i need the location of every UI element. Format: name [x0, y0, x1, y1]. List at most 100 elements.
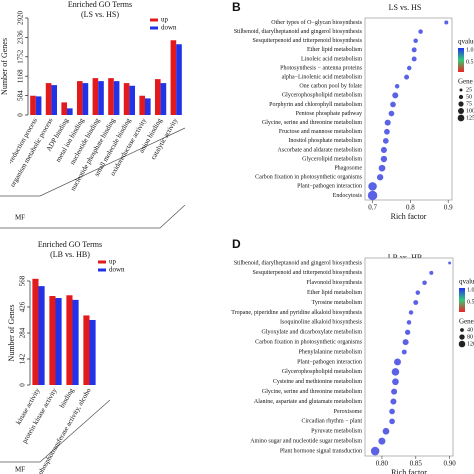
dot [391, 368, 400, 376]
frame [0, 127, 186, 197]
bar [139, 95, 145, 115]
dot [408, 310, 414, 315]
bar [83, 315, 90, 385]
category-label: Ascorbate and aldarate metabolism [278, 147, 363, 153]
category-label: Isoquinoline alkaloid biosynthesis [280, 320, 363, 326]
y-tick-label: 1752 [17, 49, 25, 64]
bar [160, 83, 167, 115]
dot [404, 329, 411, 335]
dot [368, 182, 377, 191]
size-legend-title: Gene [459, 318, 474, 326]
dot [415, 290, 421, 295]
x-tick-label: 0.9 [444, 204, 453, 212]
bar [154, 79, 161, 115]
dot [413, 300, 419, 306]
x-tick-label: 0.85 [410, 460, 423, 468]
chart-title: LB vs. HB [388, 253, 422, 262]
category-label: Pyruvate metabolism [311, 429, 362, 435]
category-label: Endocytosis [333, 193, 363, 199]
size-legend-label: 100 [466, 108, 474, 114]
category-label: Other types of O−glycan biosynthesis [271, 19, 362, 26]
bar [45, 83, 52, 115]
dot [394, 84, 400, 89]
category-label: Flavonoid biosynthesis [306, 280, 362, 286]
category-label: Glycine, serine and threonine metabolism [262, 120, 362, 126]
category-label: Ether lipid metabolism [307, 290, 362, 296]
category-label: Ether lipid metabolism [307, 47, 362, 53]
bar [123, 83, 130, 115]
category-label: Fructose and mannose metabolism [279, 129, 362, 135]
color-legend-title: qvalue [458, 38, 474, 46]
y-tick-label: 2336 [17, 30, 25, 45]
colorbar-label: 1.0 [467, 287, 474, 293]
size-legend-dot [458, 340, 466, 348]
colorbar-label: 0.5 [467, 299, 474, 305]
dot [422, 280, 427, 285]
panel-label: B [232, 0, 241, 14]
color-legend-title: qvalue [459, 278, 474, 286]
dot [384, 119, 391, 126]
bar [49, 296, 56, 385]
dot [411, 47, 417, 53]
x-tick-label: 0.7 [368, 204, 377, 212]
dot [378, 164, 386, 172]
frame [0, 204, 186, 229]
legend-label: up [161, 16, 169, 24]
chart-subtitle: (LB vs. HB) [50, 250, 90, 259]
y-tick-label: 0 [17, 113, 25, 117]
legend-label: down [109, 266, 125, 274]
dot [382, 427, 390, 435]
category-label: Photosynthesis − antenna proteins [280, 65, 363, 71]
dot [444, 20, 449, 25]
category-label: Alanine, aspartate and glutamate metabol… [254, 399, 362, 405]
category-label: alpha−Linolenic acid metabolism [282, 75, 363, 81]
group-label: MF [15, 214, 25, 222]
bar [98, 81, 104, 115]
colorbar [458, 48, 464, 72]
dot [380, 155, 388, 163]
bar [38, 286, 45, 385]
category-label: Glycerolipid metabolism [302, 156, 362, 162]
bar [176, 44, 182, 115]
category-label: Plant hormone signal transduction [280, 448, 362, 454]
dot [378, 437, 386, 445]
dot [392, 92, 399, 99]
dot [382, 138, 389, 144]
colorbar [459, 288, 465, 312]
x-tick-label: 0.8 [406, 204, 415, 212]
dot [390, 398, 397, 405]
y-tick-label: 284 [19, 327, 27, 338]
dot [389, 418, 395, 425]
dot [402, 339, 409, 346]
size-legend-dot [458, 94, 464, 100]
panel-label: D [232, 237, 241, 251]
category-label: Inositol phosphate metabolism [288, 138, 362, 144]
category-label: Sesquiterpenoid and triterpenoid biosynt… [253, 38, 363, 44]
bar [67, 108, 73, 115]
colorbar-label: 1.0 [466, 47, 474, 53]
category-label: Glyoxylate and dicarboxylate metabolism [262, 330, 363, 336]
y-tick-label: 142 [19, 353, 27, 364]
category-label: Carbon fixation in photosynthetic organi… [255, 339, 363, 346]
legend-swatch [150, 26, 158, 30]
category-label: One carbon pool by folate [299, 83, 362, 90]
category-label: Cysteine and methionine metabolism [273, 379, 362, 385]
category-label: Phagosome [334, 166, 362, 172]
bar [82, 83, 89, 115]
category-label: Carbon fixation in photosynthetic organi… [255, 174, 363, 181]
bar [72, 299, 79, 385]
dot [394, 358, 401, 366]
dot [390, 101, 396, 108]
size-legend-dot [460, 328, 464, 332]
y-tick-label: 0 [19, 383, 27, 387]
y-tick-label: 2920 [17, 11, 25, 26]
category-label: Glycine, serine and threonine metabolism [262, 389, 362, 395]
group-label: MF [15, 466, 25, 474]
y-tick-label: 426 [19, 301, 27, 312]
bar [89, 320, 96, 385]
bar [55, 298, 62, 385]
x-axis-label: Rich factor [391, 468, 427, 474]
frame [0, 399, 111, 463]
category-label: Peroxisome [334, 409, 363, 415]
size-legend-label: 80 [467, 334, 473, 340]
